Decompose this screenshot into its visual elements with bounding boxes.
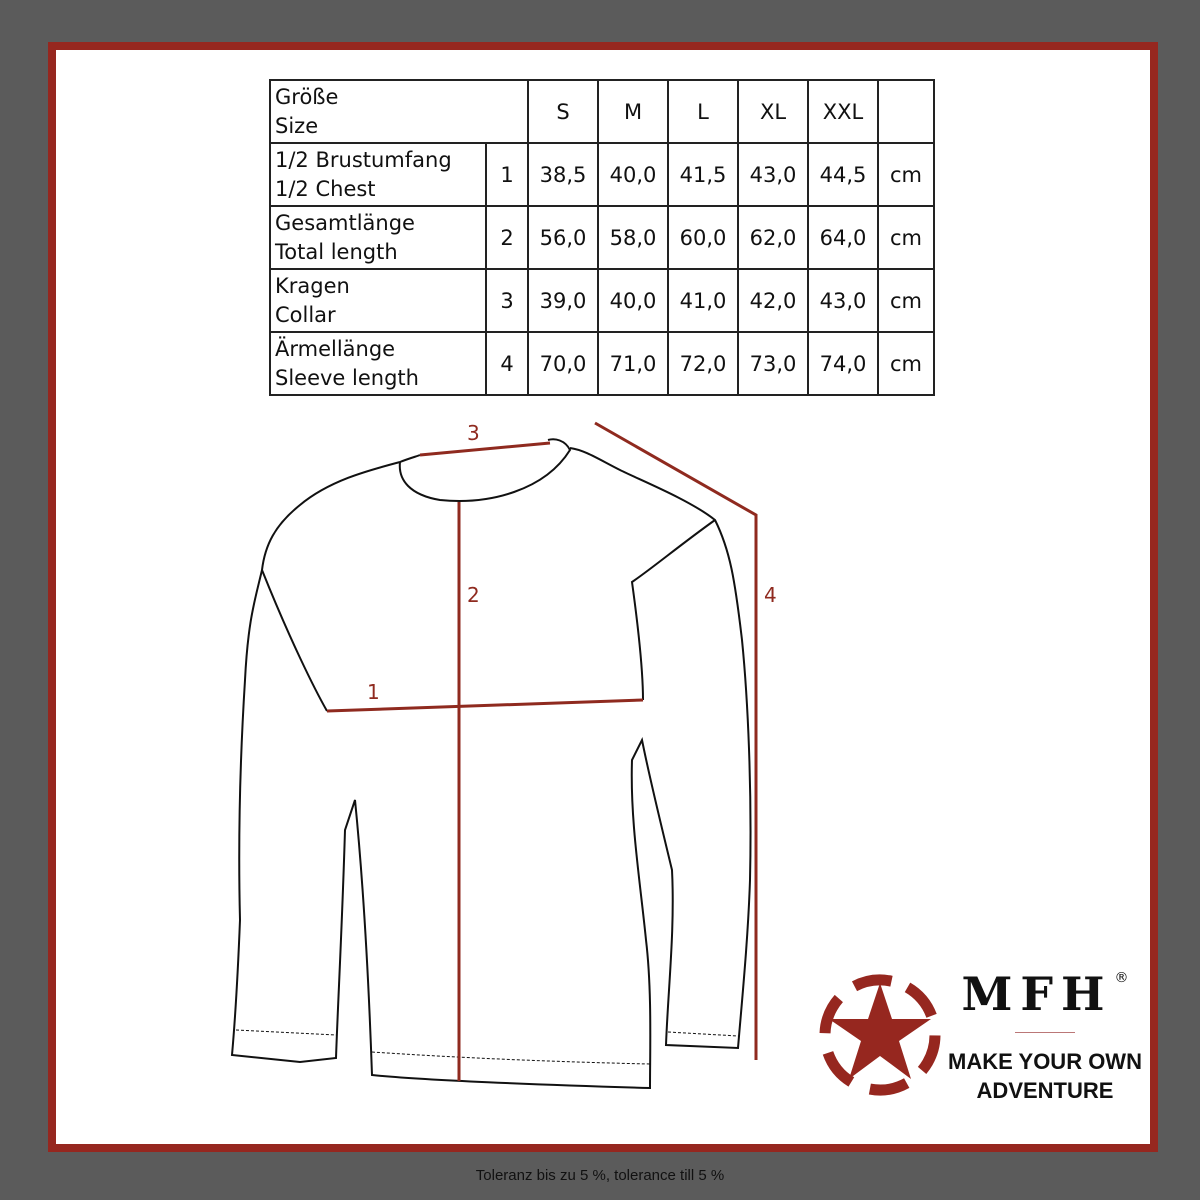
row-label: Ärmellänge Sleeve length: [269, 331, 487, 396]
value-cell: 64,0: [807, 205, 879, 270]
label-4: 4: [764, 583, 777, 607]
shirt-outline: [230, 438, 752, 1090]
brand-block: MFH ® MAKE YOUR OWN ADVENTURE: [945, 970, 1145, 1105]
value-cell: 72,0: [667, 331, 739, 396]
tolerance-note: Toleranz bis zu 5 %, tolerance till 5 %: [475, 1167, 725, 1184]
brand-logo-text: MFH: [961, 967, 1113, 1021]
slogan-line2: ADVENTURE: [976, 1078, 1114, 1103]
size-header: Größe Size: [269, 79, 529, 144]
label-2: 2: [467, 583, 480, 607]
size-col: XL: [737, 79, 809, 144]
size-col: S: [527, 79, 599, 144]
row-label: Kragen Collar: [269, 268, 487, 333]
value-cell: 58,0: [597, 205, 669, 270]
row-number: 4: [485, 331, 529, 396]
table-row: Kragen Collar 3 39,0 40,0 41,0 42,0 43,0 cm: [269, 268, 935, 333]
value-cell: 43,0: [737, 142, 809, 207]
brand-divider: [1015, 1032, 1075, 1033]
registered-mark: ®: [1114, 970, 1129, 986]
row-number: 3: [485, 268, 529, 333]
row-label-en: 1/2 Chest: [275, 176, 376, 201]
row-label: Gesamtlänge Total length: [269, 205, 487, 270]
value-cell: 39,0: [527, 268, 599, 333]
value-cell: 62,0: [737, 205, 809, 270]
value-cell: 44,5: [807, 142, 879, 207]
size-table: Größe Size S M L XL XXL 1/2 Brustumfang 1/…: [269, 79, 935, 396]
star-logo-icon: [819, 974, 941, 1096]
label-1: 1: [367, 680, 380, 704]
row-label: 1/2 Brustumfang 1/2 Chest: [269, 142, 487, 207]
value-cell: 73,0: [737, 331, 809, 396]
row-label-en: Total length: [275, 239, 398, 264]
brand-logo: MFH ®: [945, 970, 1145, 1018]
value-cell: 71,0: [597, 331, 669, 396]
table-header-row: Größe Size S M L XL XXL: [269, 79, 935, 144]
value-cell: 43,0: [807, 268, 879, 333]
value-cell: 40,0: [597, 268, 669, 333]
row-number: 1: [485, 142, 529, 207]
measure-line-chest: [326, 698, 644, 713]
unit-col-header: [877, 79, 935, 144]
unit-cell: cm: [877, 268, 935, 333]
size-col: M: [597, 79, 669, 144]
value-cell: 70,0: [527, 331, 599, 396]
row-label-en: Sleeve length: [275, 365, 419, 390]
row-label-de: Gesamtlänge: [275, 210, 415, 235]
size-col: XXL: [807, 79, 879, 144]
slogan-line1: MAKE YOUR OWN: [948, 1049, 1142, 1074]
table-row: 1/2 Brustumfang 1/2 Chest 1 38,5 40,0 41,5 43…: [269, 142, 935, 207]
unit-cell: cm: [877, 142, 935, 207]
measurement-lines: [326, 421, 758, 1081]
measure-line-collar: [419, 441, 551, 457]
measure-line-sleeve: [594, 421, 758, 1060]
header-label-de: Größe: [275, 84, 339, 109]
header-label-en: Size: [275, 113, 319, 138]
value-cell: 41,5: [667, 142, 739, 207]
row-label-de: 1/2 Brustumfang: [275, 147, 452, 172]
value-cell: 60,0: [667, 205, 739, 270]
table-row: Gesamtlänge Total length 2 56,0 58,0 60,0 62,…: [269, 205, 935, 270]
value-cell: 56,0: [527, 205, 599, 270]
value-cell: 38,5: [527, 142, 599, 207]
value-cell: 74,0: [807, 331, 879, 396]
value-cell: 41,0: [667, 268, 739, 333]
table-row: Ärmellänge Sleeve length 4 70,0 71,0 72,0 73,…: [269, 331, 935, 396]
unit-cell: cm: [877, 205, 935, 270]
row-label-de: Kragen: [275, 273, 350, 298]
value-cell: 40,0: [597, 142, 669, 207]
unit-cell: cm: [877, 331, 935, 396]
label-3: 3: [467, 421, 480, 445]
row-label-de: Ärmellänge: [275, 336, 396, 361]
value-cell: 42,0: [737, 268, 809, 333]
row-number: 2: [485, 205, 529, 270]
size-col: L: [667, 79, 739, 144]
row-label-en: Collar: [275, 302, 336, 327]
